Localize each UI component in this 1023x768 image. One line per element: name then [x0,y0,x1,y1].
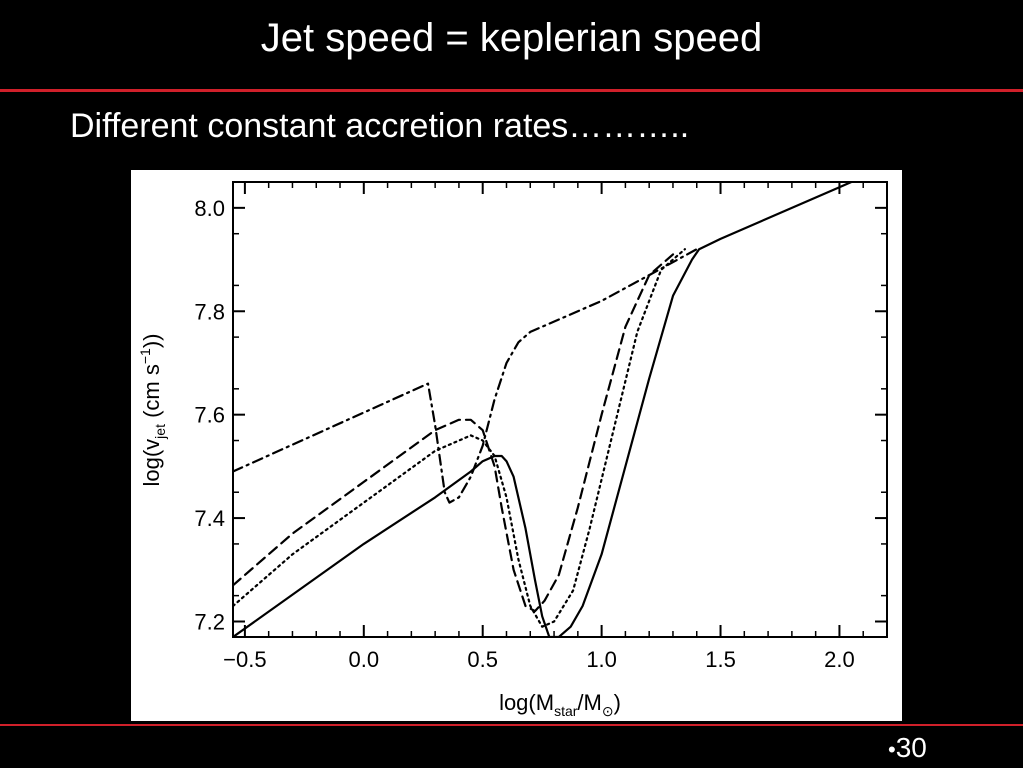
x-tick-label: −0.5 [223,647,266,672]
series-line-dash-dot [233,248,698,504]
page-number: 30 [895,732,927,763]
series-line-solid [233,182,855,637]
y-tick-label: 7.4 [194,506,225,531]
y-tick-label: 8.0 [194,196,225,221]
y-axis-label: log(vjet (cm s−1)) [137,334,168,487]
x-tick-label: 1.5 [705,647,736,672]
footer-divider [0,724,1023,726]
slide-title: Jet speed = keplerian speed [260,16,763,60]
x-tick-label: 0.5 [467,647,498,672]
y-tick-label: 7.6 [194,403,225,428]
slide-subtitle: Different constant accretion rates……….. [70,107,690,145]
x-tick-label: 1.0 [586,647,617,672]
series-line-dashed [233,253,675,613]
x-axis-label: log(Mstar/M⊙) [499,690,621,719]
title-divider [0,89,1023,92]
y-tick-label: 7.8 [194,299,225,324]
series-line-dotted [233,248,686,628]
chart-panel: −0.5 0.0 0.5 1.0 1.5 2.0 7.2 7.4 7.6 7.8 8.0 log(M… [131,170,902,721]
x-tick-label: 0.0 [349,647,380,672]
y-tick-label: 7.2 [194,609,225,634]
x-tick-label: 2.0 [824,647,855,672]
page-bullet: • [888,737,896,762]
slide-number: •30 [888,730,927,768]
chart-svg: −0.5 0.0 0.5 1.0 1.5 2.0 7.2 7.4 7.6 7.8 8.0 log(M… [137,181,888,719]
